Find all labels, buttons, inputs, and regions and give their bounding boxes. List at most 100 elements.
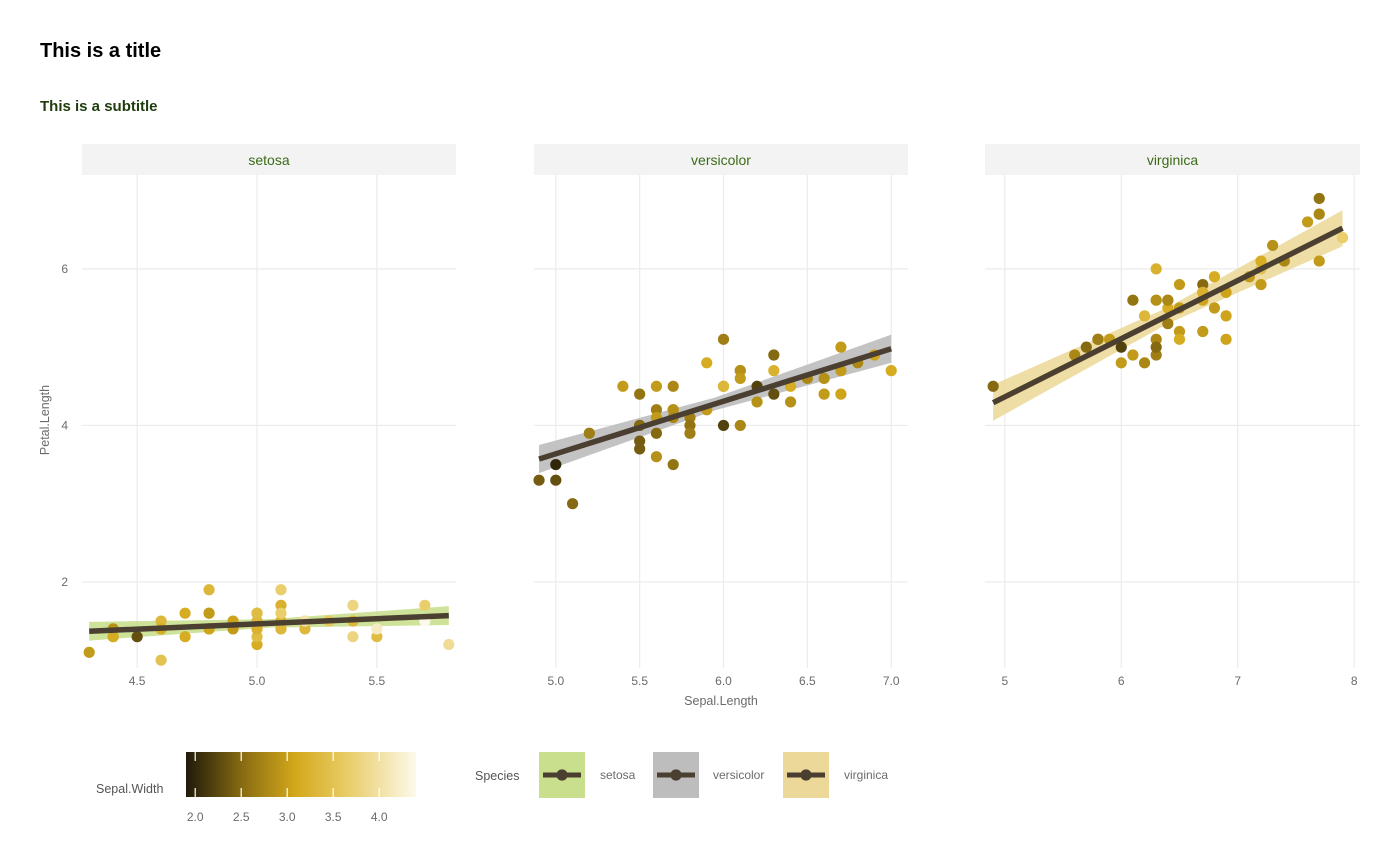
data-point xyxy=(1173,333,1186,345)
data-point xyxy=(566,498,579,510)
regression-line xyxy=(991,225,1344,406)
data-point xyxy=(717,419,730,432)
data-point xyxy=(1150,341,1162,353)
data-point xyxy=(443,638,455,651)
data-point xyxy=(83,646,95,658)
data-point xyxy=(1150,333,1162,345)
regression-line xyxy=(89,612,449,634)
x-tick-label: 8 xyxy=(1351,674,1358,688)
data-point xyxy=(1115,341,1127,353)
data-point xyxy=(251,638,263,651)
data-point xyxy=(1127,349,1139,361)
data-point xyxy=(275,607,287,619)
facet-strip xyxy=(534,144,908,175)
data-point xyxy=(347,599,359,611)
legend: Sepal.Width 2.0 2.5 3.0 3.5 4.0 Species seto… xyxy=(96,752,888,824)
data-point xyxy=(275,623,287,635)
facet-panel-setosa: setosa 4.5 5.0 5.5 2 4 6 xyxy=(61,144,456,688)
data-point xyxy=(1267,239,1279,252)
data-point xyxy=(275,599,287,611)
data-point xyxy=(835,341,847,353)
x-tick-label: 5.0 xyxy=(249,674,266,688)
data-point xyxy=(275,584,287,596)
data-point xyxy=(768,388,780,400)
color-tick-label: 3.5 xyxy=(325,810,342,824)
data-point xyxy=(1162,318,1174,330)
fill-legend-title: Species xyxy=(475,769,519,783)
data-point xyxy=(179,607,191,619)
data-point xyxy=(667,458,679,471)
legend-key-label: versicolor xyxy=(713,768,764,782)
data-point xyxy=(155,615,167,627)
y-tick-label: 4 xyxy=(61,418,68,432)
data-point xyxy=(1220,310,1232,322)
data-point xyxy=(768,349,780,361)
data-point xyxy=(768,365,780,377)
facet-strip-label: setosa xyxy=(248,152,289,168)
data-point xyxy=(371,623,383,635)
data-point xyxy=(550,474,562,486)
chart-title: This is a title xyxy=(40,40,161,62)
data-point xyxy=(1092,333,1104,345)
data-point xyxy=(251,607,263,619)
data-point xyxy=(1173,278,1186,291)
x-axis-title: Sepal.Length xyxy=(684,694,758,708)
color-tick-label: 3.0 xyxy=(279,810,296,824)
legend-key-label: setosa xyxy=(600,768,636,782)
data-point xyxy=(717,380,730,392)
data-point xyxy=(1208,302,1221,314)
data-point xyxy=(885,365,897,377)
data-point xyxy=(634,435,646,447)
data-point xyxy=(251,631,263,643)
data-point xyxy=(1138,357,1151,369)
legend-key-versicolor: versicolor xyxy=(653,752,764,798)
data-point xyxy=(650,451,663,463)
x-tick-label: 5.5 xyxy=(369,674,386,688)
x-tick-label: 4.5 xyxy=(129,674,146,688)
data-point xyxy=(1080,341,1092,353)
data-point xyxy=(701,357,713,369)
data-point xyxy=(634,443,646,455)
x-tick-label: 7.0 xyxy=(883,674,900,688)
data-point xyxy=(371,631,383,643)
data-point xyxy=(1173,325,1186,338)
x-tick-label: 5.0 xyxy=(547,674,564,688)
legend-key-point xyxy=(800,769,812,781)
data-point xyxy=(1220,333,1232,345)
data-point xyxy=(751,396,763,408)
y-axis-title: Petal.Length xyxy=(38,385,52,455)
data-point xyxy=(299,623,311,635)
y-tick-label: 2 xyxy=(61,575,68,589)
data-point xyxy=(419,599,431,611)
facet-strip xyxy=(985,144,1360,175)
color-tick-label: 2.5 xyxy=(233,810,250,824)
facet-strip-label: versicolor xyxy=(691,152,751,168)
color-legend-title: Sepal.Width xyxy=(96,782,163,796)
data-point xyxy=(650,427,663,439)
data-point xyxy=(1197,325,1209,338)
x-tick-label: 6.5 xyxy=(799,674,816,688)
legend-key-virginica: virginica xyxy=(783,752,888,798)
y-tick-label: 6 xyxy=(61,262,68,276)
legend-key-point xyxy=(670,769,682,781)
facet-strip-label: virginica xyxy=(1147,152,1199,168)
color-gradient-bar xyxy=(186,752,416,797)
facet-panel-versicolor: versicolor 5.0 5.5 6.0 6.5 7.0 xyxy=(533,144,908,688)
data-point xyxy=(583,427,595,439)
data-point xyxy=(1301,216,1314,228)
legend-key-point xyxy=(556,769,568,781)
data-point xyxy=(1127,294,1139,306)
color-legend-ticks: 2.0 2.5 3.0 3.5 4.0 xyxy=(187,752,388,824)
x-tick-label: 7 xyxy=(1234,674,1241,688)
data-point xyxy=(734,365,746,377)
data-point xyxy=(179,631,191,643)
x-tick-label: 6 xyxy=(1118,674,1125,688)
data-point xyxy=(684,427,696,439)
data-point xyxy=(734,372,746,385)
data-point xyxy=(203,607,215,619)
data-point xyxy=(131,631,143,643)
data-point xyxy=(1197,278,1209,291)
data-point xyxy=(785,396,797,408)
data-point xyxy=(717,333,730,345)
